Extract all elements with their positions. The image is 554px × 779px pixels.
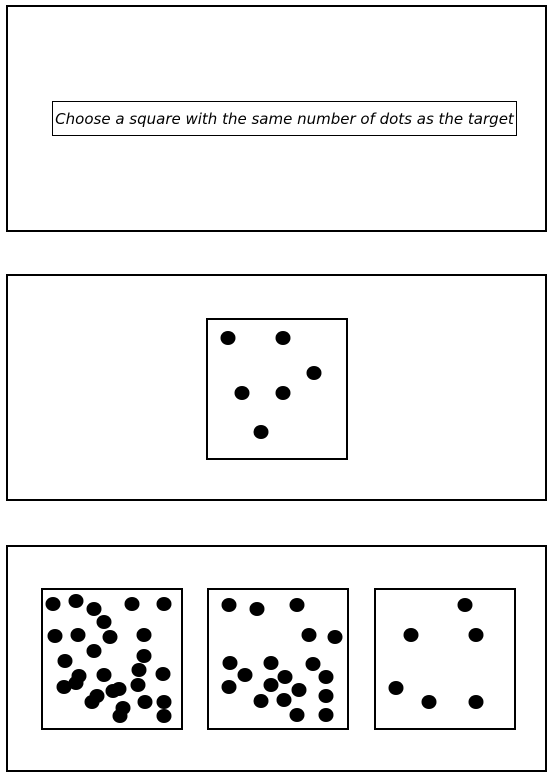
dot xyxy=(124,597,140,611)
dot xyxy=(318,708,334,722)
dot xyxy=(221,680,237,694)
dot xyxy=(275,331,291,345)
dot xyxy=(156,709,172,723)
dot xyxy=(306,366,322,380)
choices-panel xyxy=(6,545,547,772)
dot xyxy=(156,597,172,611)
dot xyxy=(155,667,171,681)
dot xyxy=(468,628,484,642)
dot xyxy=(327,630,343,644)
dot xyxy=(468,695,484,709)
dot xyxy=(89,689,105,703)
dot xyxy=(301,628,317,642)
dot xyxy=(234,386,250,400)
dot xyxy=(68,594,84,608)
dot xyxy=(56,680,72,694)
dot xyxy=(156,695,172,709)
dot xyxy=(96,615,112,629)
choice-square-1[interactable] xyxy=(41,588,183,730)
dot xyxy=(318,689,334,703)
dot xyxy=(70,628,86,642)
dot xyxy=(421,695,437,709)
dot xyxy=(136,649,152,663)
dot xyxy=(137,695,153,709)
dot xyxy=(222,656,238,670)
dot xyxy=(86,644,102,658)
dot xyxy=(263,678,279,692)
choice-square-3[interactable] xyxy=(374,588,516,730)
dot xyxy=(86,602,102,616)
dot xyxy=(57,654,73,668)
dot xyxy=(45,597,61,611)
dot xyxy=(220,331,236,345)
dot xyxy=(112,709,128,723)
dot xyxy=(237,668,253,682)
dot xyxy=(276,693,292,707)
choice-1-dots xyxy=(45,594,172,723)
dot xyxy=(131,663,147,677)
dot xyxy=(130,678,146,692)
dot xyxy=(136,628,152,642)
target-dots xyxy=(220,331,322,439)
dot xyxy=(253,425,269,439)
dot xyxy=(96,668,112,682)
instruction-panel: Choose a square with the same number of … xyxy=(6,5,547,232)
dot xyxy=(253,694,269,708)
choice-square-2[interactable] xyxy=(207,588,349,730)
dot xyxy=(47,629,63,643)
dot xyxy=(249,602,265,616)
dot xyxy=(68,676,84,690)
dot xyxy=(457,598,473,612)
dot xyxy=(291,683,307,697)
dot xyxy=(275,386,291,400)
dot xyxy=(263,656,279,670)
dot xyxy=(221,598,237,612)
target-square xyxy=(206,318,348,460)
dot xyxy=(318,670,334,684)
dot xyxy=(105,684,121,698)
choice-2-dots xyxy=(221,598,343,722)
dot xyxy=(388,681,404,695)
dot xyxy=(289,598,305,612)
dot xyxy=(289,708,305,722)
dot xyxy=(277,670,293,684)
dot xyxy=(305,657,321,671)
dot xyxy=(403,628,419,642)
target-panel xyxy=(6,274,547,501)
choice-3-dots xyxy=(388,598,484,709)
instruction-text: Choose a square with the same number of … xyxy=(52,101,517,136)
dot xyxy=(102,630,118,644)
